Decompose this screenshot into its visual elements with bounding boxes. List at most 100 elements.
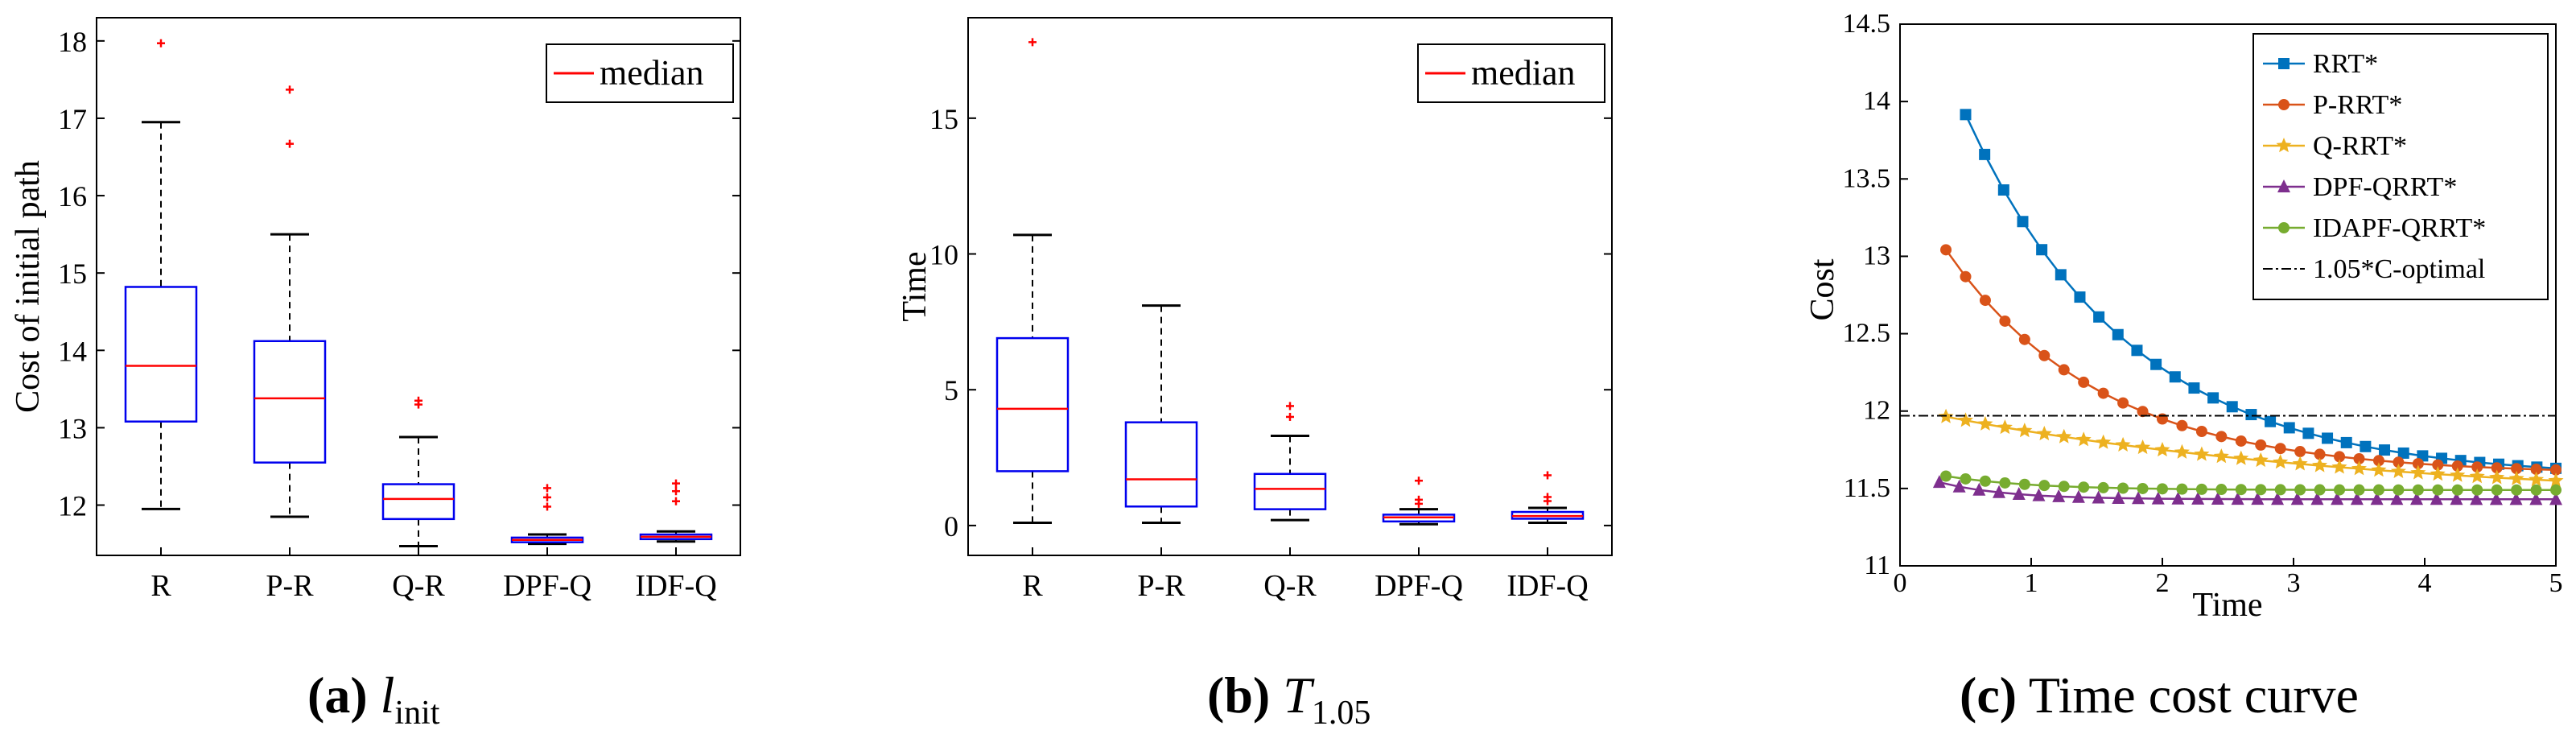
marker-circle — [2393, 484, 2405, 496]
box-q-r — [1253, 402, 1327, 522]
marker-star — [2390, 463, 2406, 478]
marker-triangle — [2489, 492, 2503, 505]
marker-circle — [2176, 419, 2188, 431]
marker-star — [2056, 428, 2072, 444]
marker-circle — [2412, 458, 2424, 470]
outlier-marker — [543, 484, 551, 493]
panel-c-caption: (c) Time cost curve — [1960, 666, 2359, 724]
marker-circle — [1999, 477, 2011, 489]
outlier-marker — [1544, 471, 1552, 480]
panel-b-legend: median — [1417, 43, 1605, 103]
marker-triangle — [2310, 492, 2324, 505]
marker-circle — [2078, 376, 2090, 388]
marker-circle — [2353, 484, 2365, 496]
marker-square — [2283, 422, 2295, 434]
outlier-marker — [543, 493, 551, 501]
outlier-marker — [1415, 499, 1423, 508]
iqr-box — [995, 336, 1070, 472]
ytick-label: 12 — [1863, 396, 1890, 426]
outlier-marker — [672, 487, 680, 496]
box-p-r — [1124, 304, 1198, 525]
series-idapf-qrrt — [1940, 470, 2562, 496]
xtick-label-idf-q: IDF-Q — [1506, 569, 1588, 603]
marker-star — [2292, 456, 2308, 471]
marker-triangle — [2430, 492, 2443, 505]
marker-circle — [2334, 484, 2346, 496]
marker-triangle — [2052, 489, 2066, 502]
marker-triangle — [2211, 492, 2224, 505]
marker-circle — [2372, 455, 2384, 467]
marker-circle — [2530, 464, 2542, 476]
panel-b-caption-sub: 1.05 — [1312, 695, 1371, 732]
legend-entry-dpf-qrrt: DPF-QRRT* — [2263, 172, 2457, 202]
xtick-label-dpf-q: DPF-Q — [1375, 569, 1463, 603]
marker-circle — [2511, 484, 2523, 496]
xtick-label: 5 — [2549, 568, 2563, 598]
marker-triangle — [1932, 475, 1946, 489]
panel-a-legend-label: median — [600, 53, 704, 93]
marker-star — [2410, 464, 2426, 480]
marker-square — [2207, 392, 2219, 404]
ytick-label: 13 — [58, 412, 87, 444]
legend-label: RRT* — [2313, 49, 2378, 79]
panel-c-legend: RRT* P-RRT* Q-RRT* DPF-QRRT* IDAPF-QRRT* 1.05… — [2252, 33, 2549, 300]
panel-c-ylabel: Cost — [1804, 258, 1841, 320]
marker-circle — [1940, 470, 1952, 482]
ytick-label: 11.5 — [1844, 473, 1890, 503]
panel-a-ylabel: Cost of initial path — [10, 160, 47, 413]
panel-b-caption-symbol: T — [1283, 666, 1315, 724]
legend-entry-idapf-qrrt: IDAPF-QRRT* — [2263, 213, 2486, 243]
marker-triangle — [2277, 179, 2290, 192]
ytick-label: 10 — [929, 239, 958, 271]
box-r — [124, 39, 198, 510]
marker-circle — [2278, 222, 2290, 233]
marker-circle — [1940, 244, 1952, 256]
marker-star — [2194, 446, 2210, 461]
xtick-label: 2 — [2156, 568, 2170, 598]
marker-circle — [2038, 480, 2050, 492]
marker-circle — [2511, 463, 2523, 475]
marker-circle — [2215, 484, 2228, 496]
marker-circle — [2157, 483, 2168, 495]
ytick-label: 13.5 — [1843, 163, 1891, 193]
marker-square — [2379, 444, 2391, 456]
marker-triangle — [2251, 492, 2265, 505]
marker-square — [2112, 328, 2124, 340]
marker-circle — [2451, 484, 2463, 496]
marker-star — [2450, 467, 2466, 482]
marker-triangle — [2350, 492, 2364, 505]
legend-entry-1-05-c-optimal: 1.05*C-optimal — [2263, 254, 2485, 284]
marker-star — [2312, 457, 2328, 472]
panel-a-box-plot: 12 13 14 15 16 17 18 R P-R Q-R DPF-Q IDF-Q Cost of… — [10, 17, 741, 732]
panel-b-caption-tag: (b) — [1207, 666, 1270, 724]
outlier-marker — [1286, 402, 1294, 411]
marker-triangle — [2290, 492, 2304, 505]
series-dpf-qrrt — [1932, 475, 2562, 505]
xtick-label-p-r: P-R — [1137, 569, 1185, 603]
marker-circle — [2215, 431, 2228, 443]
panel-a-caption-tag: (a) — [307, 666, 368, 724]
marker-triangle — [1972, 482, 1986, 496]
marker-square — [2302, 427, 2314, 439]
marker-square — [1979, 148, 1991, 160]
marker-triangle — [2112, 490, 2125, 504]
ytick-label: 16 — [58, 180, 87, 212]
marker-circle — [2451, 460, 2463, 472]
outlier-marker — [286, 85, 294, 94]
xtick-label: 4 — [2418, 568, 2432, 598]
ytick-label: 13 — [1863, 241, 1890, 270]
marker-square — [2245, 409, 2257, 421]
outlier-marker — [672, 479, 680, 488]
marker-star — [2115, 436, 2131, 452]
marker-circle — [2274, 484, 2286, 496]
ytick-label: 15 — [58, 258, 87, 290]
ytick-label: 11 — [1864, 551, 1890, 580]
marker-square — [2017, 216, 2029, 228]
panel-b-legend-label: median — [1471, 53, 1576, 93]
panel-a-caption-symbol: l — [381, 666, 395, 724]
marker-star — [2135, 439, 2151, 455]
marker-circle — [2117, 482, 2129, 494]
panel-a-legend: median — [546, 43, 734, 103]
marker-star — [1997, 419, 2013, 435]
marker-star — [2154, 442, 2170, 457]
